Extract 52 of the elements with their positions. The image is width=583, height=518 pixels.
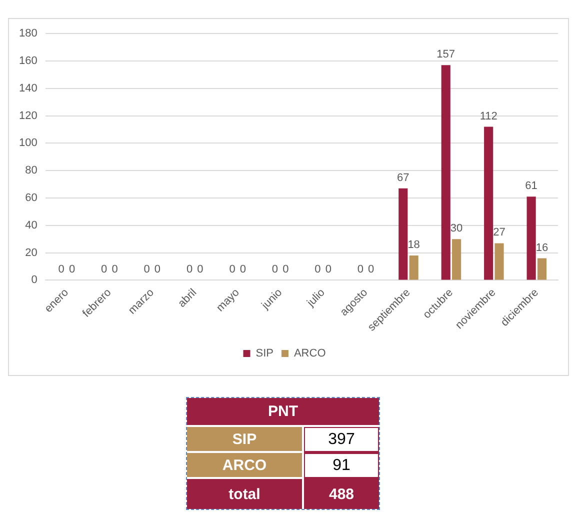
data-label: 157 bbox=[436, 48, 456, 61]
y-tick-label: 180 bbox=[18, 28, 38, 40]
data-label: 0 bbox=[357, 264, 364, 276]
y-tick-label: 20 bbox=[25, 246, 38, 259]
y-tick-label: 40 bbox=[25, 219, 38, 232]
data-label: 16 bbox=[536, 242, 548, 254]
data-label: 488 bbox=[304, 479, 379, 509]
y-tick-label: 120 bbox=[18, 110, 38, 122]
data-label: 0 bbox=[229, 264, 236, 276]
data-label: 91 bbox=[304, 453, 379, 479]
text: PNT bbox=[187, 398, 379, 427]
data-label: 67 bbox=[397, 172, 410, 184]
bar bbox=[526, 196, 536, 280]
y-tick-label: 60 bbox=[25, 192, 38, 204]
data-label: 0 bbox=[101, 264, 108, 276]
data-label: 0 bbox=[272, 264, 278, 276]
data-label: 0 bbox=[368, 264, 374, 276]
legend-label: ARCO bbox=[294, 348, 326, 360]
bar bbox=[452, 239, 462, 280]
bar bbox=[441, 65, 450, 280]
legend-label: SIP bbox=[256, 348, 274, 360]
category-label: ARCO bbox=[187, 453, 304, 479]
y-tick-label: 100 bbox=[18, 137, 38, 150]
bar bbox=[409, 256, 418, 280]
category-label: SIP bbox=[187, 427, 304, 453]
data-label: 0 bbox=[282, 264, 289, 276]
y-tick-label: 0 bbox=[31, 274, 38, 286]
data-label: 0 bbox=[240, 264, 246, 276]
data-label: 0 bbox=[154, 264, 161, 276]
y-tick-label: 80 bbox=[25, 164, 38, 177]
bar bbox=[484, 126, 494, 280]
data-label: 0 bbox=[112, 264, 118, 276]
data-label: 0 bbox=[325, 264, 332, 276]
data-label: 27 bbox=[493, 226, 506, 239]
data-label: 0 bbox=[58, 264, 64, 276]
bar bbox=[494, 243, 504, 280]
data-label: 30 bbox=[450, 222, 463, 235]
data-label: 0 bbox=[197, 264, 204, 276]
data-label: 0 bbox=[144, 264, 150, 276]
data-label: 0 bbox=[68, 264, 76, 276]
x-tick-label: julio bbox=[304, 286, 328, 310]
bar bbox=[537, 258, 547, 280]
data-label: 0 bbox=[314, 264, 321, 276]
data-label: 112 bbox=[480, 110, 498, 122]
y-tick-label: 140 bbox=[18, 82, 38, 94]
data-label: 397 bbox=[304, 427, 379, 453]
data-label: 61 bbox=[525, 180, 538, 192]
bar bbox=[398, 188, 408, 280]
data-label: 0 bbox=[186, 264, 193, 276]
data-label: 18 bbox=[408, 239, 420, 252]
category-label: total bbox=[187, 479, 304, 509]
y-tick-label: 160 bbox=[18, 55, 38, 68]
